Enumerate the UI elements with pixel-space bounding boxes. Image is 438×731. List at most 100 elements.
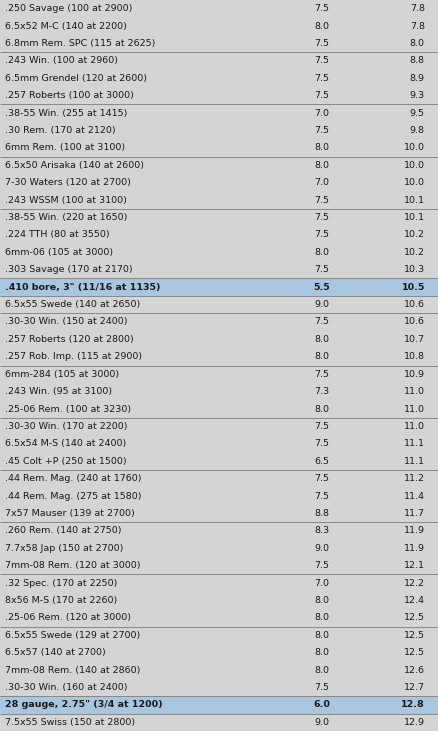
Text: 8.8: 8.8 bbox=[314, 509, 329, 518]
Text: 7.5: 7.5 bbox=[314, 491, 329, 501]
Bar bbox=[0, 417, 438, 435]
Text: 8.9: 8.9 bbox=[410, 74, 425, 83]
Text: 10.1: 10.1 bbox=[404, 213, 425, 222]
Text: .250 Savage (100 at 2900): .250 Savage (100 at 2900) bbox=[5, 4, 133, 13]
Bar bbox=[0, 662, 438, 679]
Bar bbox=[0, 539, 438, 557]
Bar bbox=[0, 679, 438, 696]
Bar bbox=[0, 87, 438, 105]
Text: .44 Rem. Mag. (275 at 1580): .44 Rem. Mag. (275 at 1580) bbox=[5, 491, 142, 501]
Text: 7.0: 7.0 bbox=[314, 178, 329, 187]
Text: 6.5mm Grendel (120 at 2600): 6.5mm Grendel (120 at 2600) bbox=[5, 74, 147, 83]
Bar bbox=[0, 348, 438, 366]
Bar bbox=[0, 209, 438, 227]
Text: 5.5: 5.5 bbox=[314, 283, 330, 292]
Text: .257 Rob. Imp. (115 at 2900): .257 Rob. Imp. (115 at 2900) bbox=[5, 352, 142, 361]
Text: 7.5x55 Swiss (150 at 2800): 7.5x55 Swiss (150 at 2800) bbox=[5, 718, 135, 727]
Text: 11.9: 11.9 bbox=[404, 544, 425, 553]
Bar bbox=[0, 122, 438, 139]
Text: 7.5: 7.5 bbox=[314, 474, 329, 483]
Text: .38-55 Win. (255 at 1415): .38-55 Win. (255 at 1415) bbox=[5, 109, 127, 118]
Bar bbox=[0, 330, 438, 348]
Text: 12.5: 12.5 bbox=[404, 613, 425, 622]
Text: 7.5: 7.5 bbox=[314, 561, 329, 570]
Text: 10.7: 10.7 bbox=[404, 335, 425, 344]
Text: 8.0: 8.0 bbox=[410, 39, 425, 48]
Text: 6mm Rem. (100 at 3100): 6mm Rem. (100 at 3100) bbox=[5, 143, 125, 153]
Bar bbox=[0, 243, 438, 261]
Text: 7.5: 7.5 bbox=[314, 74, 329, 83]
Text: .44 Rem. Mag. (240 at 1760): .44 Rem. Mag. (240 at 1760) bbox=[5, 474, 142, 483]
Text: .303 Savage (170 at 2170): .303 Savage (170 at 2170) bbox=[5, 265, 133, 274]
Text: 7.5: 7.5 bbox=[314, 265, 329, 274]
Bar bbox=[0, 383, 438, 401]
Text: 10.2: 10.2 bbox=[404, 248, 425, 257]
Text: 8.0: 8.0 bbox=[314, 161, 329, 170]
Text: .257 Roberts (100 at 3000): .257 Roberts (100 at 3000) bbox=[5, 91, 134, 100]
Text: 12.7: 12.7 bbox=[404, 683, 425, 692]
Text: 7.5: 7.5 bbox=[314, 91, 329, 100]
Text: .243 WSSM (100 at 3100): .243 WSSM (100 at 3100) bbox=[5, 196, 127, 205]
Text: 7x57 Mauser (139 at 2700): 7x57 Mauser (139 at 2700) bbox=[5, 509, 135, 518]
Text: .243 Win. (100 at 2960): .243 Win. (100 at 2960) bbox=[5, 56, 118, 65]
Text: 7.5: 7.5 bbox=[314, 56, 329, 65]
Text: 6.8mm Rem. SPC (115 at 2625): 6.8mm Rem. SPC (115 at 2625) bbox=[5, 39, 155, 48]
Bar bbox=[0, 261, 438, 279]
Text: 6mm-06 (105 at 3000): 6mm-06 (105 at 3000) bbox=[5, 248, 113, 257]
Text: .30-30 Win. (150 at 2400): .30-30 Win. (150 at 2400) bbox=[5, 317, 128, 327]
Text: 7mm-08 Rem. (120 at 3000): 7mm-08 Rem. (120 at 3000) bbox=[5, 561, 141, 570]
Text: 12.5: 12.5 bbox=[404, 631, 425, 640]
Text: .224 TTH (80 at 3550): .224 TTH (80 at 3550) bbox=[5, 230, 110, 240]
Text: 10.2: 10.2 bbox=[404, 230, 425, 240]
Text: 7.0: 7.0 bbox=[314, 578, 329, 588]
Text: 9.0: 9.0 bbox=[314, 544, 329, 553]
Text: 8.0: 8.0 bbox=[314, 613, 329, 622]
Bar bbox=[0, 314, 438, 330]
Text: 9.0: 9.0 bbox=[314, 300, 329, 309]
Bar bbox=[0, 296, 438, 314]
Text: 6.5x57 (140 at 2700): 6.5x57 (140 at 2700) bbox=[5, 648, 106, 657]
Text: 8.0: 8.0 bbox=[314, 143, 329, 153]
Text: 11.2: 11.2 bbox=[404, 474, 425, 483]
Text: 11.0: 11.0 bbox=[404, 404, 425, 414]
Text: 8.3: 8.3 bbox=[314, 526, 329, 535]
Text: 11.1: 11.1 bbox=[404, 457, 425, 466]
Bar bbox=[0, 35, 438, 52]
Bar bbox=[0, 592, 438, 609]
Text: 8.0: 8.0 bbox=[314, 22, 329, 31]
Text: 7mm-08 Rem. (140 at 2860): 7mm-08 Rem. (140 at 2860) bbox=[5, 666, 141, 675]
Bar bbox=[0, 227, 438, 243]
Text: 9.0: 9.0 bbox=[314, 718, 329, 727]
Text: 8x56 M-S (170 at 2260): 8x56 M-S (170 at 2260) bbox=[5, 596, 117, 605]
Text: 7.5: 7.5 bbox=[314, 422, 329, 431]
Bar bbox=[0, 69, 438, 87]
Text: .243 Win. (95 at 3100): .243 Win. (95 at 3100) bbox=[5, 387, 113, 396]
Text: 12.2: 12.2 bbox=[404, 578, 425, 588]
Text: .25-06 Rem. (100 at 3230): .25-06 Rem. (100 at 3230) bbox=[5, 404, 131, 414]
Text: 7.5: 7.5 bbox=[314, 213, 329, 222]
Bar bbox=[0, 0, 438, 18]
Text: 10.8: 10.8 bbox=[404, 352, 425, 361]
Bar bbox=[0, 435, 438, 452]
Text: 6mm-284 (105 at 3000): 6mm-284 (105 at 3000) bbox=[5, 370, 120, 379]
Bar bbox=[0, 609, 438, 626]
Text: 8.8: 8.8 bbox=[410, 56, 425, 65]
Text: 8.0: 8.0 bbox=[314, 248, 329, 257]
Text: 7.0: 7.0 bbox=[314, 109, 329, 118]
Bar bbox=[0, 522, 438, 539]
Text: 6.5x52 M-C (140 at 2200): 6.5x52 M-C (140 at 2200) bbox=[5, 22, 127, 31]
Text: 12.8: 12.8 bbox=[401, 700, 425, 709]
Bar bbox=[0, 713, 438, 731]
Text: 7.5: 7.5 bbox=[314, 4, 329, 13]
Bar bbox=[0, 18, 438, 35]
Bar bbox=[0, 488, 438, 504]
Text: 7.5: 7.5 bbox=[314, 370, 329, 379]
Text: 7.5: 7.5 bbox=[314, 683, 329, 692]
Text: 8.0: 8.0 bbox=[314, 648, 329, 657]
Text: 6.0: 6.0 bbox=[314, 700, 330, 709]
Text: .30 Rem. (170 at 2120): .30 Rem. (170 at 2120) bbox=[5, 126, 116, 135]
Text: .30-30 Win. (160 at 2400): .30-30 Win. (160 at 2400) bbox=[5, 683, 128, 692]
Text: 10.0: 10.0 bbox=[404, 161, 425, 170]
Text: 7.3: 7.3 bbox=[314, 387, 329, 396]
Text: 6.5x50 Arisaka (140 at 2600): 6.5x50 Arisaka (140 at 2600) bbox=[5, 161, 144, 170]
